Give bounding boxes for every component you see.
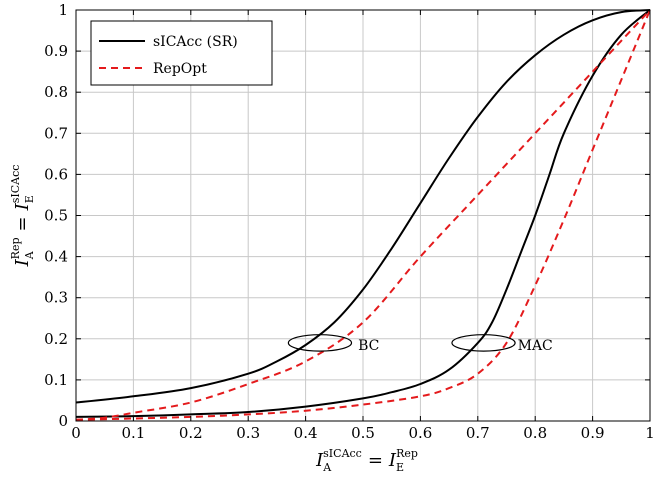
series-layer: [75, 9, 651, 421]
x-axis-label: IAsICAcc = IERep: [315, 447, 418, 474]
x-tick-label: 0.4: [294, 424, 318, 442]
legend-label-repopt: RepOpt: [153, 61, 207, 77]
y-axis-label-sup2: sICAcc: [9, 165, 22, 204]
y-axis-label-sup: Rep: [9, 238, 22, 260]
y-tick-label: 0.7: [44, 124, 68, 142]
x-axis-label-sub2: E: [396, 461, 404, 474]
x-axis-label-eq: =: [368, 450, 383, 471]
series-line-sicacc-bc: [75, 9, 651, 404]
ticks: 0 0.1 0.2 0.3 0.4 0.5 0.6 0.7 0.8 0.9 1 0 0.1 0.2 0.3 0…: [44, 1, 654, 442]
legend-label-sicacc: sICAcc (SR): [153, 34, 238, 50]
y-tick-label: 0.8: [44, 83, 68, 101]
y-tick-label: 0.2: [44, 330, 68, 348]
y-tick-label: 0.1: [44, 371, 68, 389]
y-tick-label: 0.5: [44, 207, 68, 225]
x-tick-label: 0.8: [523, 424, 547, 442]
x-axis-label-main2: I: [388, 450, 397, 471]
annotation-label-bc: BC: [358, 338, 379, 354]
x-tick-label: 0.5: [351, 424, 375, 442]
x-tick-label: 0.7: [466, 424, 490, 442]
x-axis-label-sup: sICAcc: [323, 447, 362, 460]
x-tick-label: 0.9: [581, 424, 605, 442]
x-axis-label-sup2: Rep: [396, 447, 418, 460]
y-tick-label: 0.3: [44, 289, 68, 307]
y-axis-label: IARep=IEsICAcc: [9, 165, 36, 268]
x-tick-label: 1: [645, 424, 654, 442]
y-tick-label: 0: [58, 412, 68, 430]
annotation-label-mac: MAC: [518, 338, 553, 354]
annotation-ellipse-mac: [451, 334, 516, 352]
y-axis-label-eq: =: [12, 216, 33, 231]
legend-box: [90, 20, 273, 86]
x-axis-label-sub: A: [322, 461, 332, 474]
legend: sICAcc (SR) RepOpt: [90, 20, 273, 86]
series-line-repopt-mac: [75, 9, 651, 421]
x-tick-label: 0: [71, 424, 81, 442]
x-tick-label: 0.2: [179, 424, 203, 442]
y-axis-label-main2: I: [12, 202, 33, 211]
x-tick-label: 0.3: [236, 424, 260, 442]
y-tick-label: 0.9: [44, 42, 68, 60]
y-axis-label-main: I: [12, 258, 33, 267]
x-tick-label: 0.1: [121, 424, 145, 442]
x-tick-label: 0.6: [408, 424, 432, 442]
annotation-ellipse-bc: [287, 334, 353, 352]
y-axis-label-sub2: E: [23, 195, 36, 203]
y-tick-label: 1: [58, 1, 68, 19]
x-axis-label-main: I: [315, 450, 324, 471]
annotations: BC MAC: [287, 334, 553, 354]
series-line-sicacc-mac: [75, 9, 651, 418]
y-axis-label-sub: A: [23, 250, 36, 260]
y-tick-label: 0.4: [44, 248, 68, 266]
grid: [76, 10, 650, 421]
y-tick-label: 0.6: [44, 165, 68, 183]
